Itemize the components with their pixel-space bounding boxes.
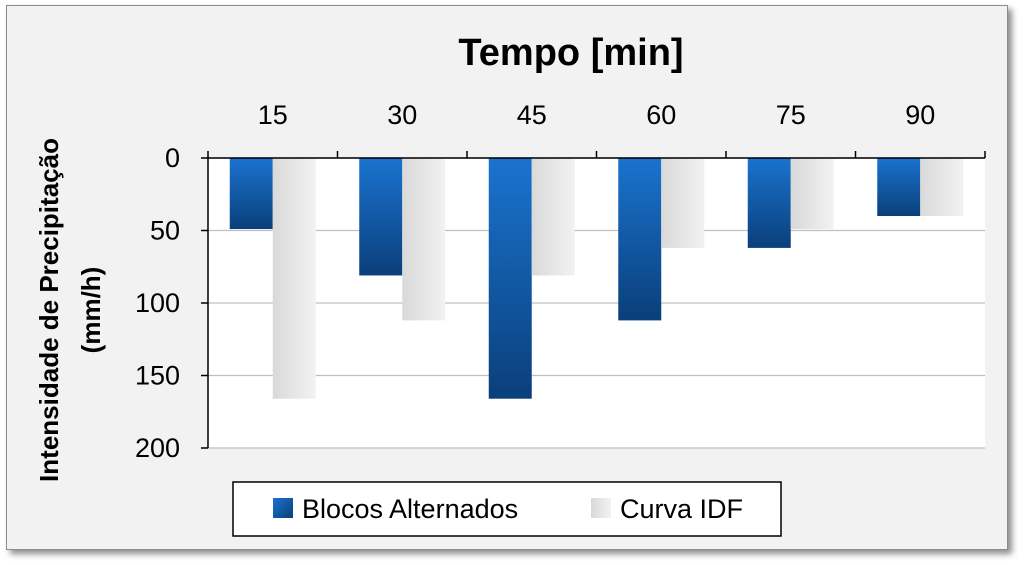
bar-blocos-alternados-90 (877, 158, 921, 216)
bar-blocos-alternados-75 (747, 158, 791, 248)
legend-label-curva-idf: Curva IDF (620, 494, 743, 524)
bar-blocos-alternados-15 (229, 158, 273, 230)
x-tick-label-45: 45 (517, 100, 547, 130)
bar-blocos-alternados-30 (359, 158, 403, 276)
bar-blocos-alternados-45 (488, 158, 532, 399)
x-tick-label-75: 75 (776, 100, 806, 130)
axes (201, 151, 986, 449)
y-tick-label-100: 100 (135, 288, 180, 318)
y-tick-label-0: 0 (165, 143, 180, 173)
y-tick-label-150: 150 (135, 361, 180, 391)
y-tick-label-200: 200 (135, 433, 180, 463)
y-axis-title-line1: Intensidade de Precipitação (34, 138, 64, 482)
x-tick-label-15: 15 (258, 100, 288, 130)
x-tick-labels: 15 30 45 60 75 90 (258, 100, 936, 130)
x-tick-label-60: 60 (646, 100, 676, 130)
bar-curva-idf-45 (531, 158, 575, 276)
bar-blocos-alternados-60 (618, 158, 662, 321)
y-tick-label-50: 50 (150, 216, 180, 246)
bar-curva-idf-60 (661, 158, 705, 248)
bar-curva-idf-75 (790, 158, 834, 230)
x-tick-label-90: 90 (905, 100, 935, 130)
bar-curva-idf-15 (272, 158, 316, 399)
y-axis-title-line2: (mm/h) (76, 267, 106, 354)
legend: Blocos Alternados Curva IDF (232, 481, 782, 537)
y-tick-labels: 0 50 100 150 200 (135, 143, 180, 463)
legend-swatch-curva-idf (591, 498, 611, 518)
x-axis-title: Tempo [min] (458, 32, 683, 74)
legend-swatch-blocos-alternados (273, 498, 293, 518)
bars (229, 158, 964, 399)
bar-curva-idf-30 (402, 158, 446, 321)
legend-box (232, 481, 782, 537)
gridlines (208, 157, 985, 449)
legend-label-blocos-alternados: Blocos Alternados (302, 494, 518, 524)
bar-curva-idf-90 (920, 158, 964, 216)
x-tick-label-30: 30 (387, 100, 417, 130)
